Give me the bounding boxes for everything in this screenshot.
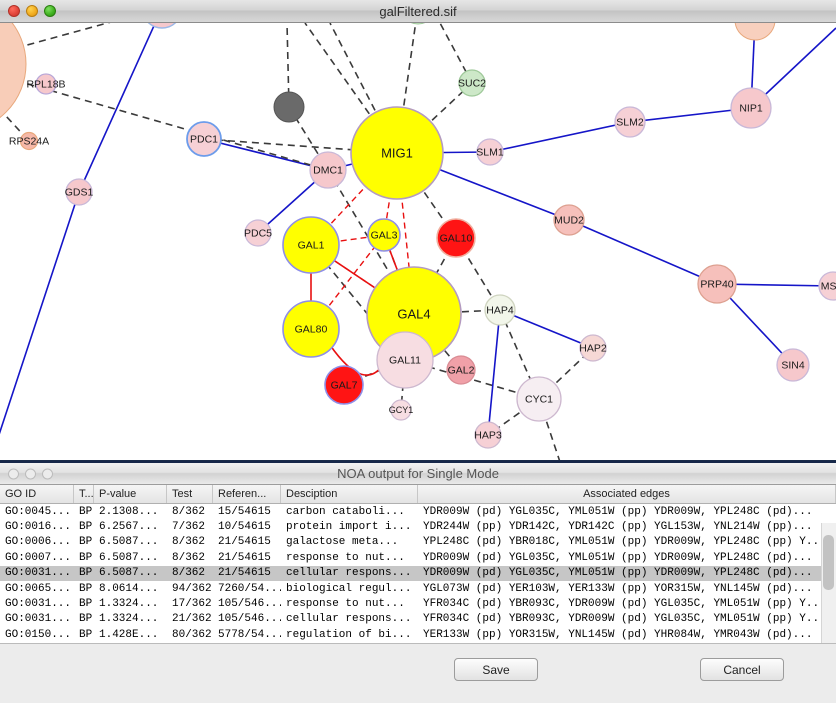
svg-text:MUD2: MUD2	[554, 215, 584, 227]
svg-text:SIN4: SIN4	[781, 360, 805, 372]
svg-text:HAP3: HAP3	[474, 430, 502, 442]
svg-text:GCY1: GCY1	[389, 405, 414, 415]
svg-text:GAL3: GAL3	[371, 230, 398, 242]
svg-text:HAP4: HAP4	[486, 305, 514, 317]
svg-text:SUC2: SUC2	[458, 78, 486, 90]
svg-text:GDS1: GDS1	[65, 187, 94, 199]
svg-text:GAL4: GAL4	[397, 307, 430, 322]
svg-text:RPS24A: RPS24A	[9, 136, 49, 148]
svg-text:SLM2: SLM2	[616, 117, 644, 129]
svg-text:GAL2: GAL2	[448, 365, 475, 377]
svg-text:DMC1: DMC1	[313, 165, 343, 177]
svg-text:GAL10: GAL10	[440, 233, 473, 245]
svg-text:CYC1: CYC1	[525, 394, 553, 406]
svg-text:GAL1: GAL1	[298, 240, 325, 252]
svg-text:NIP1: NIP1	[739, 103, 763, 115]
svg-text:SLM1: SLM1	[476, 147, 504, 159]
svg-text:RPL18B: RPL18B	[26, 79, 65, 91]
svg-text:MIG1: MIG1	[381, 146, 413, 161]
svg-text:MSI1: MSI1	[821, 281, 836, 293]
svg-text:PDC1: PDC1	[190, 134, 218, 146]
svg-text:GAL80: GAL80	[295, 324, 328, 336]
svg-text:GAL7: GAL7	[331, 380, 358, 392]
svg-text:PRP40: PRP40	[700, 279, 733, 291]
svg-text:PDC5: PDC5	[244, 228, 272, 240]
svg-text:HAP2: HAP2	[579, 343, 607, 355]
svg-text:GAL11: GAL11	[389, 355, 421, 367]
